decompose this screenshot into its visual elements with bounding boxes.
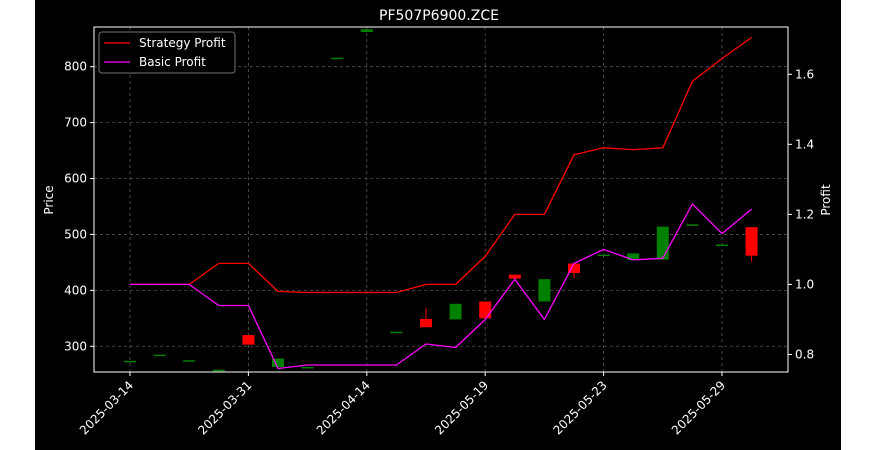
candlesticks — [124, 29, 758, 372]
chart-canvas — [35, 0, 841, 450]
candle-body — [745, 227, 758, 256]
right-tick-label: 0.8 — [795, 347, 814, 361]
right-tick-label: 1.0 — [795, 277, 814, 291]
left-axis-ticks: 300 400 500 600 700 800 — [64, 60, 94, 353]
candle-body — [183, 360, 196, 362]
candle-body — [124, 360, 136, 363]
left-tick-label: 500 — [64, 227, 87, 241]
legend-box — [98, 31, 236, 74]
candle-body — [212, 369, 225, 372]
strategy-profit-line — [130, 36, 752, 294]
left-tick-label: 600 — [64, 172, 87, 186]
right-axis-label: Profit — [819, 184, 833, 216]
candle-body — [420, 318, 432, 328]
left-tick-label: 800 — [64, 60, 87, 74]
legend-label-strategy: Strategy Profit — [139, 36, 226, 50]
candle-body — [153, 354, 166, 357]
candle-body — [272, 358, 284, 367]
basic-profit-line — [130, 203, 753, 370]
candle-body — [449, 303, 462, 320]
candle-body — [538, 279, 551, 302]
candle-body — [597, 254, 610, 257]
right-axis-ticks: 0.8 1.0 1.2 1.4 1.6 — [788, 67, 814, 361]
chart-title: PF507P6900.ZCE — [379, 8, 499, 24]
candle-body — [242, 335, 255, 345]
candle-body — [360, 29, 373, 33]
candle-body — [331, 57, 344, 60]
candle-body — [627, 253, 640, 261]
candle-body — [656, 226, 669, 260]
candle-body — [686, 224, 699, 226]
plot-frame — [93, 26, 789, 373]
candle-body — [716, 244, 728, 247]
candle-body — [508, 274, 521, 279]
right-tick-label: 1.6 — [795, 67, 814, 81]
candle-body — [479, 301, 492, 319]
left-tick-label: 700 — [64, 116, 87, 130]
legend: Strategy Profit Basic Profit — [98, 31, 236, 74]
legend-label-basic: Basic Profit — [139, 55, 206, 69]
candle-body — [301, 366, 314, 369]
candle-body — [568, 263, 580, 274]
left-tick-label: 400 — [64, 283, 87, 297]
profit-lines — [130, 36, 753, 370]
right-tick-label: 1.2 — [795, 207, 814, 221]
left-axis-label: Price — [42, 185, 56, 214]
left-tick-label: 300 — [64, 339, 87, 353]
right-tick-label: 1.4 — [795, 137, 814, 151]
candle-body — [390, 331, 403, 334]
